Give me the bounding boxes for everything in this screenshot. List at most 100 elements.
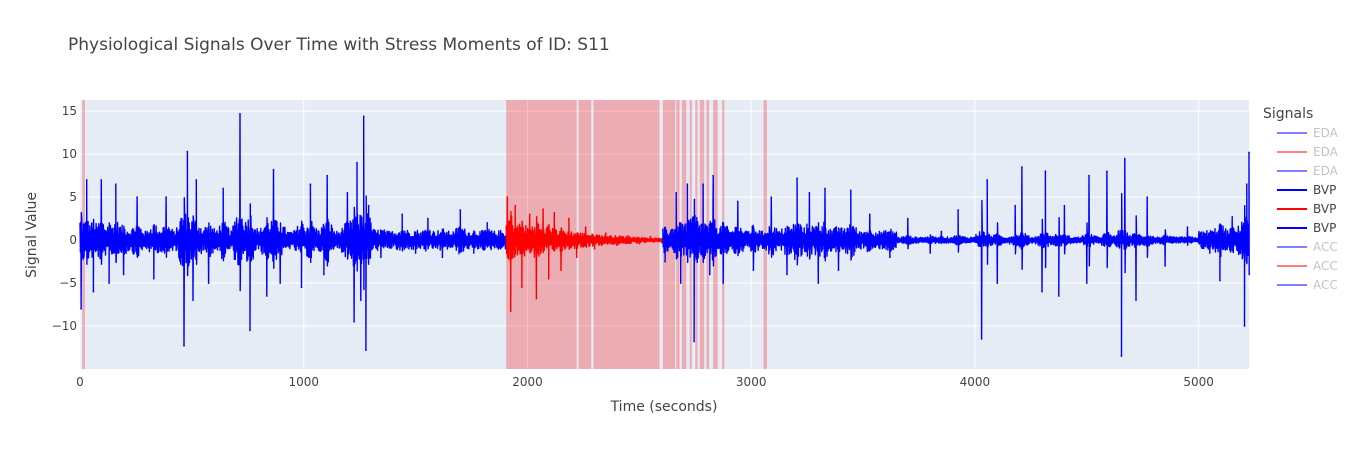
signal-peak-point [1085,282,1088,284]
signal-peak-point [849,189,852,192]
signal-peak-point [362,115,365,118]
legend-label: ACC [1313,240,1338,254]
signal-traces [79,112,1250,357]
legend-item[interactable]: ACC [1277,278,1338,292]
signal-peak-point [1146,196,1149,198]
signal-peak-point [575,256,578,259]
signal-peak-point [568,217,570,220]
signal-peak-point [165,196,167,198]
signal-peak-point [940,230,943,233]
signal-line [79,113,507,351]
signal-peak-point [824,187,826,190]
signal-peak-point [239,112,241,115]
legend-label: ACC [1313,259,1338,273]
signal-peak-point [472,252,475,254]
signal-peak-point [786,273,788,276]
x-tick-label: 4000 [960,375,991,389]
signal-peak-point [957,209,959,211]
y-axis-title: Signal Value [24,192,40,278]
signal-peak-point [770,196,773,198]
y-tick-label: 10 [62,147,77,161]
signal-peak-point [272,168,275,171]
signal-peak-point [616,244,618,247]
signal-peak-point [1063,204,1066,207]
signal-peak-point [1088,174,1090,177]
signal-peak-point [1245,183,1248,186]
legend-item[interactable]: EDA [1277,164,1339,178]
signal-peak-point [996,282,999,284]
signal-peak-point [353,320,355,323]
signal-peak-point [837,269,840,271]
stress-region [662,100,676,369]
tick-labels: 0 1000 2000 3000 4000 5000 −10 −5 0 5 10 15 [52,104,1214,389]
signal-peak-point [122,273,125,276]
signal-peak-point [1106,170,1108,173]
series-bvp-2 [662,151,1250,357]
signal-peak-point [356,161,358,164]
legend-label: BVP [1313,221,1336,235]
signal-peak-point [593,247,596,250]
chart-title: Physiological Signals Over Time with Str… [68,35,610,55]
signal-peak-point [266,295,268,297]
signal-peak-point [722,282,725,284]
signal-peak-point [1248,151,1250,154]
signal-peak-point [153,277,155,280]
signal-peak-point [560,269,562,271]
x-tick-label: 0 [76,375,84,389]
legend-item[interactable]: BVP [1277,202,1336,216]
signal-peak-point [1124,157,1126,160]
signal-peak-point [638,242,641,245]
signal-peak-point [553,211,556,214]
signal-peak-point [365,349,367,351]
signal-peak-point [649,235,652,238]
signal-peak-point [986,179,989,181]
signal-peak-point [195,179,198,181]
signal-peak-point [675,192,678,194]
signal-peak-point [100,179,103,181]
signal-peak-point [309,183,312,186]
legend-item[interactable]: BVP [1277,221,1336,235]
legend-label: BVP [1313,183,1336,197]
legend-item[interactable]: EDA [1277,126,1339,140]
signal-peak-point [249,329,251,332]
legend-item[interactable]: EDA [1277,145,1339,159]
signal-peak-point [114,183,117,186]
signal-peak-point [660,241,663,244]
signal-peak-point [323,273,325,276]
signal-peak-point [535,297,538,300]
signal-peak-point [459,209,462,211]
legend-label: EDA [1313,164,1339,178]
signal-peak-point [929,252,931,254]
legend-item[interactable]: BVP [1277,183,1336,197]
series-bvp-1 [505,196,664,313]
legend: Signals EDA EDA EDA BVP BVP BVP ACC ACC ACC [1263,106,1339,292]
signal-peak-point [207,282,210,284]
legend-item[interactable]: ACC [1277,259,1338,273]
signal-peak-point [868,213,871,216]
signal-peak-point [183,344,185,347]
series-bvp-0 [79,112,507,351]
signal-peak-point [1243,325,1246,327]
legend-item[interactable]: ACC [1277,240,1338,254]
signal-peak-point [92,290,95,293]
x-tick-label: 2000 [512,375,543,389]
x-tick-label: 1000 [288,375,319,389]
signal-peak-point [1014,204,1016,207]
y-tick-label: −5 [59,276,77,290]
signal-peak-point [108,282,110,284]
legend-label: EDA [1313,126,1339,140]
signal-peak-point [817,282,820,284]
signal-peak-point [542,208,544,210]
signal-peak-point [1041,290,1043,293]
signal-peak-point [300,286,303,289]
signal-peak-point [509,310,512,313]
signal-peak-point [1021,166,1023,168]
signal-peak-point [1186,226,1189,228]
signal-peak-point [1135,299,1137,302]
signal-peak-point [604,232,607,235]
signal-peak-point [222,187,224,190]
y-tick-label: 5 [69,190,77,204]
y-tick-label: −10 [52,319,77,333]
signal-peak-point [414,252,417,254]
signal-peak-point [528,213,531,216]
